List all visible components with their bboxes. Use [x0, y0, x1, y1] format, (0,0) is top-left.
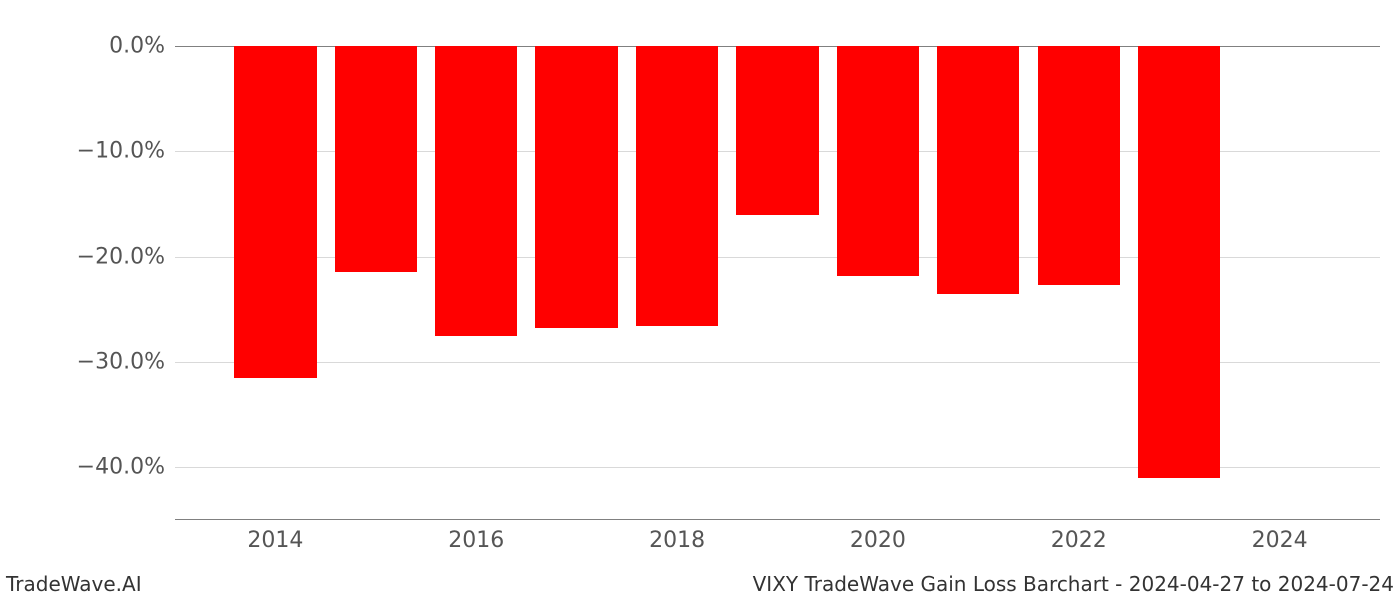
bar	[234, 46, 316, 378]
footer-right-caption: VIXY TradeWave Gain Loss Barchart - 2024…	[753, 572, 1394, 596]
ytick-label: −20.0%	[77, 244, 175, 269]
axis-bottom-spine	[175, 519, 1380, 520]
bar	[1038, 46, 1120, 285]
bar	[335, 46, 417, 272]
footer-left-brand: TradeWave.AI	[6, 572, 142, 596]
bar	[435, 46, 517, 336]
ytick-label: −30.0%	[77, 350, 175, 375]
xtick-label: 2018	[649, 520, 705, 553]
bar	[1138, 46, 1220, 478]
ytick-label: −10.0%	[77, 139, 175, 164]
bar	[837, 46, 919, 276]
ytick-label: −40.0%	[77, 455, 175, 480]
xtick-label: 2016	[448, 520, 504, 553]
bar	[937, 46, 1019, 294]
bar	[636, 46, 718, 326]
xtick-label: 2014	[247, 520, 303, 553]
ytick-label: 0.0%	[109, 34, 175, 59]
plot-area: 0.0%−10.0%−20.0%−30.0%−40.0%201420162018…	[175, 25, 1380, 520]
xtick-label: 2020	[850, 520, 906, 553]
xtick-label: 2022	[1051, 520, 1107, 553]
chart-container: 0.0% −10.0% −20.0% −30.0% −40.0% 2014 2016 2018…	[0, 0, 1400, 600]
bar	[535, 46, 617, 328]
bar	[736, 46, 818, 215]
xtick-label: 2024	[1252, 520, 1308, 553]
